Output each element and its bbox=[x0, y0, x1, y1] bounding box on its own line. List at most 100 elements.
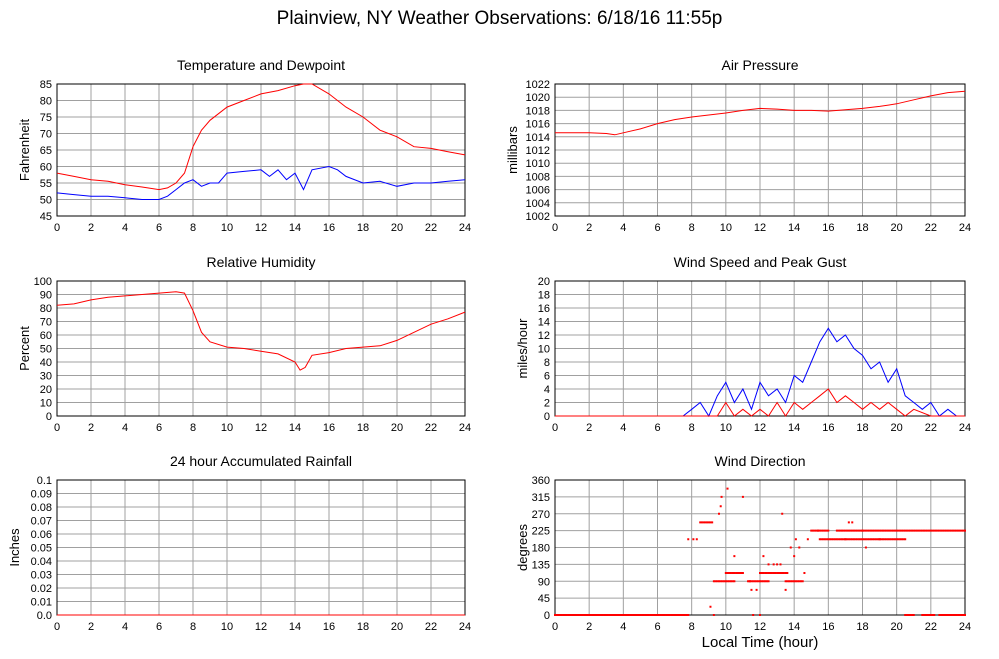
scatter-point bbox=[929, 614, 932, 616]
x-tick-label: 24 bbox=[959, 222, 971, 234]
scatter-point bbox=[866, 529, 869, 532]
scatter-point bbox=[753, 580, 756, 583]
scatter-point bbox=[781, 512, 784, 515]
y-tick-label: 180 bbox=[532, 543, 550, 555]
scatter-point bbox=[666, 614, 669, 616]
scatter-point bbox=[923, 529, 925, 532]
scatter-point bbox=[952, 614, 955, 616]
scatter-point bbox=[736, 572, 739, 574]
scatter-point bbox=[900, 529, 903, 532]
x-tick-label: 8 bbox=[190, 222, 196, 234]
scatter-point bbox=[709, 521, 712, 524]
y-tick-label: 0.04 bbox=[31, 556, 52, 568]
y-tick-label: 65 bbox=[40, 145, 52, 157]
scatter-point bbox=[741, 572, 744, 574]
scatter-point bbox=[834, 538, 837, 541]
scatter-point bbox=[847, 538, 850, 541]
scatter-point bbox=[641, 614, 644, 616]
y-tick-label: 270 bbox=[532, 509, 550, 521]
y-tick-label: 1018 bbox=[526, 105, 550, 117]
scatter-point bbox=[634, 614, 637, 616]
x-tick-label: 14 bbox=[289, 422, 301, 434]
scatter-point bbox=[798, 546, 801, 549]
x-tick-label: 4 bbox=[620, 222, 626, 234]
plot-frame bbox=[56, 280, 466, 417]
x-tick-label: 18 bbox=[856, 222, 868, 234]
x-tick-label: 16 bbox=[323, 422, 335, 434]
scatter-point bbox=[852, 538, 855, 541]
y-tick-label: 85 bbox=[40, 79, 52, 91]
scatter-point bbox=[559, 614, 562, 616]
scatter-point bbox=[919, 529, 922, 532]
scatter-point bbox=[938, 529, 941, 532]
scatter-point bbox=[579, 614, 582, 616]
scatter-point bbox=[671, 614, 674, 616]
scatter-point bbox=[677, 614, 679, 616]
scatter-point bbox=[706, 521, 709, 524]
scatter-point bbox=[788, 580, 791, 583]
scatter-point bbox=[612, 614, 615, 616]
scatter-point bbox=[557, 614, 560, 616]
scatter-point bbox=[827, 538, 830, 541]
scatter-point bbox=[786, 572, 789, 574]
scatter-point bbox=[772, 572, 775, 574]
x-tick-label: 10 bbox=[221, 422, 233, 434]
scatter-point bbox=[936, 529, 939, 532]
y-tick-label: 100 bbox=[34, 276, 52, 288]
x-tick-label: 6 bbox=[654, 621, 660, 633]
scatter-point bbox=[589, 614, 592, 616]
scatter-point bbox=[856, 529, 859, 532]
scatter-point bbox=[777, 572, 780, 574]
scatter-point bbox=[793, 580, 796, 583]
scatter-point bbox=[880, 529, 883, 532]
x-tick-label: 2 bbox=[586, 621, 592, 633]
scatter-point bbox=[668, 614, 671, 616]
scatter-point bbox=[847, 521, 850, 524]
scatter-point bbox=[851, 521, 854, 524]
y-tick-label: 1002 bbox=[526, 211, 550, 223]
scatter-point bbox=[825, 538, 828, 541]
y-tick-label: 12 bbox=[538, 330, 550, 342]
scatter-point bbox=[950, 529, 953, 532]
scatter-point bbox=[724, 572, 727, 574]
scatter-point bbox=[695, 538, 698, 541]
y-tick-label: 0.1 bbox=[37, 475, 52, 487]
y-tick-label: 18 bbox=[538, 290, 550, 302]
scatter-point bbox=[663, 614, 666, 616]
scatter-point bbox=[861, 538, 864, 541]
scatter-point bbox=[772, 563, 775, 566]
x-tick-label: 10 bbox=[221, 621, 233, 633]
y-tick-label: 6 bbox=[544, 371, 550, 383]
scatter-point bbox=[581, 614, 584, 616]
scatter-point bbox=[555, 614, 558, 616]
scatter-point bbox=[700, 521, 703, 524]
scatter-point bbox=[849, 538, 852, 541]
scatter-point bbox=[962, 529, 965, 532]
scatter-point bbox=[767, 563, 770, 566]
scatter-point bbox=[851, 529, 854, 532]
y-axis-label: miles/hour bbox=[515, 318, 530, 379]
scatter-point bbox=[591, 614, 594, 616]
scatter-point bbox=[755, 588, 758, 591]
scatter-point bbox=[890, 529, 893, 532]
y-tick-label: 225 bbox=[532, 526, 550, 538]
scatter-point bbox=[576, 614, 579, 616]
scatter-point bbox=[699, 521, 702, 524]
scatter-point bbox=[940, 614, 943, 616]
chart-title: Wind Direction bbox=[714, 453, 805, 469]
scatter-point bbox=[630, 614, 633, 616]
scatter-point bbox=[810, 529, 813, 532]
scatter-point bbox=[673, 614, 676, 616]
scatter-point bbox=[943, 614, 946, 616]
x-tick-label: 8 bbox=[190, 621, 196, 633]
scatter-point bbox=[762, 555, 765, 558]
scatter-point bbox=[781, 572, 784, 574]
scatter-point bbox=[747, 580, 750, 583]
x-tick-label: 12 bbox=[754, 621, 766, 633]
chart-title: Relative Humidity bbox=[207, 254, 316, 270]
scatter-point bbox=[817, 529, 820, 532]
scatter-point bbox=[948, 614, 951, 616]
scatter-point bbox=[933, 529, 936, 532]
